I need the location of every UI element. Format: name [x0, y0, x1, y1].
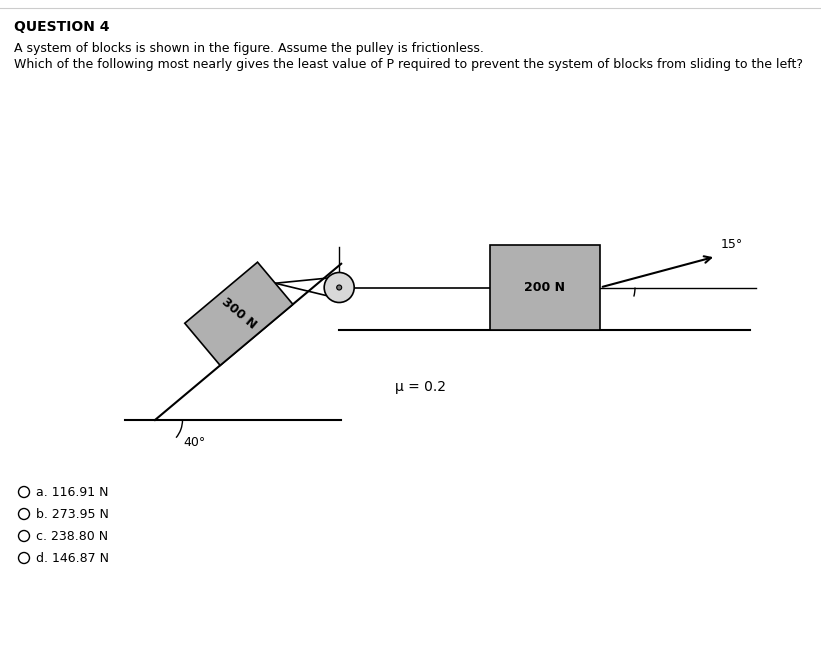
Text: d. 146.87 N: d. 146.87 N: [36, 551, 109, 565]
Circle shape: [19, 508, 30, 520]
Text: μ = 0.2: μ = 0.2: [395, 380, 446, 394]
Text: b. 273.95 N: b. 273.95 N: [36, 508, 109, 520]
Text: Which of the following most nearly gives the least value of P required to preven: Which of the following most nearly gives…: [14, 58, 803, 71]
Text: 200 N: 200 N: [525, 281, 566, 294]
Text: a. 116.91 N: a. 116.91 N: [36, 486, 108, 498]
Circle shape: [19, 531, 30, 541]
Text: 15°: 15°: [721, 238, 743, 252]
Circle shape: [324, 272, 354, 302]
Text: A system of blocks is shown in the figure. Assume the pulley is frictionless.: A system of blocks is shown in the figur…: [14, 42, 484, 55]
Text: 300 N: 300 N: [219, 296, 259, 332]
Text: c. 238.80 N: c. 238.80 N: [36, 529, 108, 543]
Circle shape: [19, 486, 30, 498]
Circle shape: [19, 553, 30, 563]
Polygon shape: [185, 262, 293, 365]
Text: 40°: 40°: [183, 436, 205, 449]
Bar: [490, 245, 600, 330]
Text: QUESTION 4: QUESTION 4: [14, 20, 109, 34]
Circle shape: [337, 285, 342, 290]
